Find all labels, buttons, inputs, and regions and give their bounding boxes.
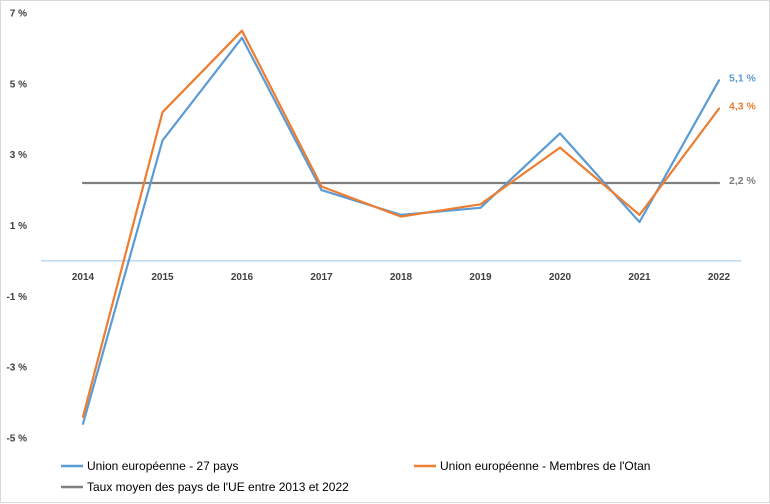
data-label-3: 2,2 %	[729, 175, 757, 187]
x-tick-label: 2015	[151, 272, 174, 283]
legend: Union européenne - 27 pays Union européen…	[61, 459, 650, 494]
data-label-1: 5,1 %	[729, 72, 757, 84]
y-tick-label: -1 %	[6, 292, 27, 303]
x-tick-label: 2017	[310, 272, 333, 283]
y-axis-ticks: -5 % -3 % -1 % 1 % 3 % 5 % 7 %	[6, 9, 27, 445]
y-tick-label: -5 %	[6, 434, 27, 445]
y-tick-label: 3 %	[10, 150, 27, 161]
y-tick-label: 7 %	[10, 9, 27, 20]
end-labels: 5,1 % 4,3 % 2,2 %	[729, 72, 757, 187]
y-tick-label: 1 %	[10, 221, 27, 232]
series-line-2	[81, 29, 721, 418]
x-tick-label: 2014	[72, 272, 95, 283]
y-tick-label: -3 %	[6, 363, 27, 374]
x-axis: 2014 2015 2016 2017 2018 2019 2020 2021 2022	[41, 260, 741, 283]
x-tick-label: 2019	[469, 272, 492, 283]
legend-entry: Union européenne - Membres de l'Otan	[440, 459, 650, 473]
data-label-2: 4,3 %	[729, 101, 757, 113]
x-tick-label: 2022	[708, 272, 731, 283]
series-layer	[81, 29, 721, 425]
y-tick-label: 5 %	[10, 79, 27, 90]
x-tick-label: 2020	[549, 272, 572, 283]
x-tick-label: 2016	[231, 272, 254, 283]
x-tick-label: 2018	[390, 272, 413, 283]
x-tick-label: 2021	[628, 272, 651, 283]
legend-entry: Taux moyen des pays de l'UE entre 2013 e…	[87, 480, 349, 494]
legend-entry: Union européenne - 27 pays	[87, 459, 238, 473]
